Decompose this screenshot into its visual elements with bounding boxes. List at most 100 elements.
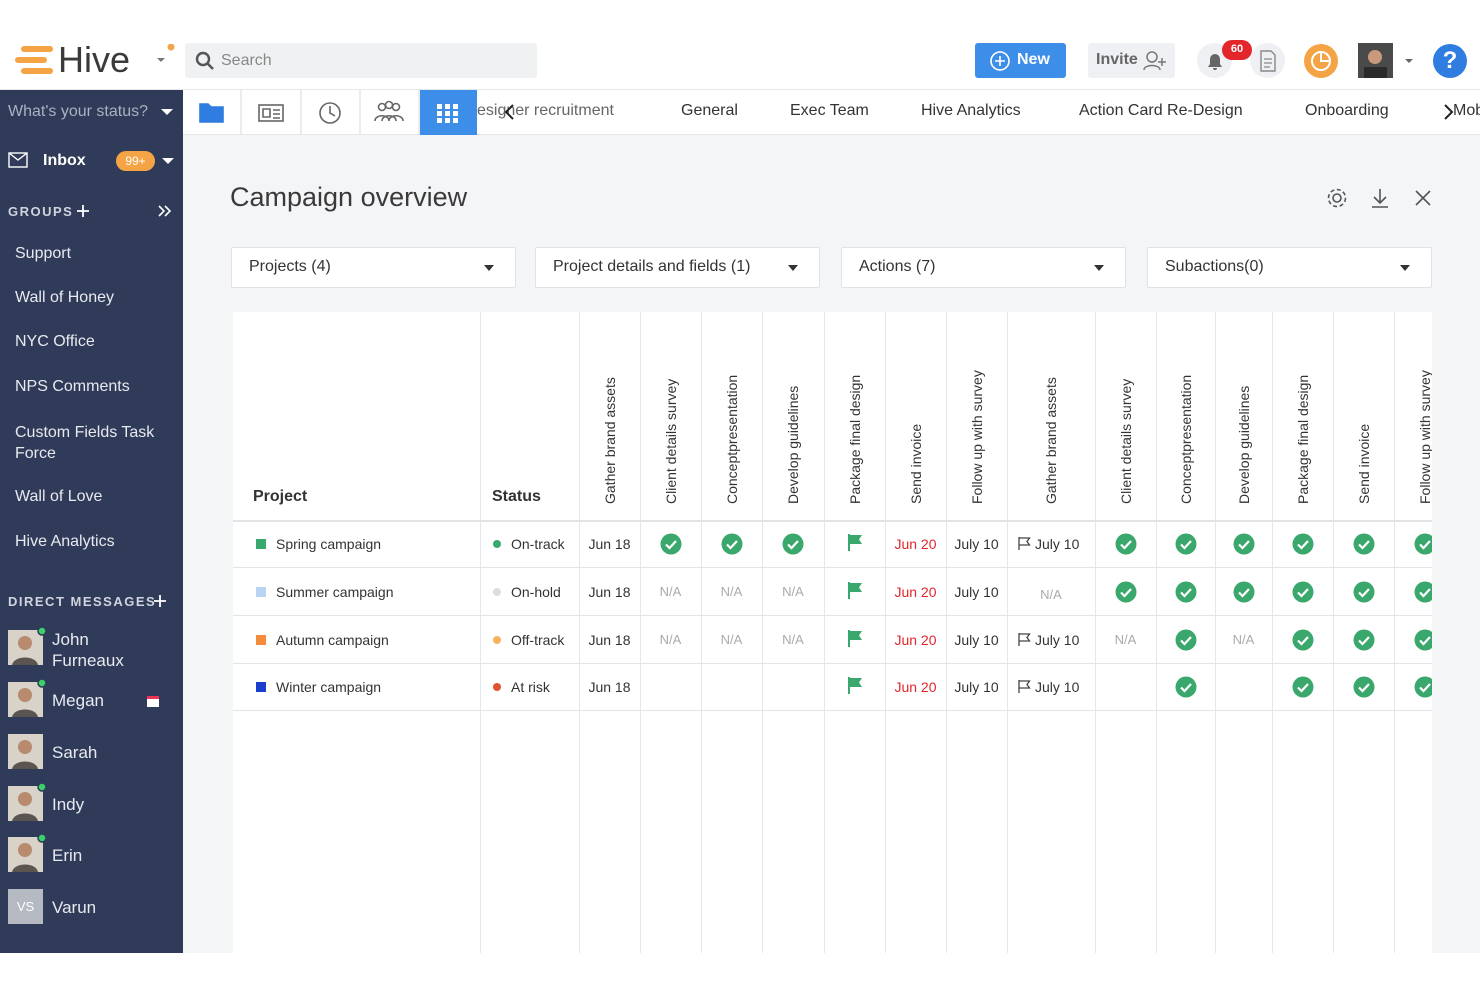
row-line [233, 520, 1432, 522]
status-dot [493, 683, 501, 691]
filter-dropdown[interactable] [1147, 247, 1432, 288]
row-line [233, 710, 1432, 711]
column-line [480, 312, 481, 953]
project-swatch [256, 635, 266, 645]
cell-text: N/A [1040, 587, 1062, 602]
header-label: Status [492, 488, 541, 505]
help-icon[interactable] [1432, 43, 1468, 79]
tab[interactable]: esigner recruitment [477, 102, 614, 119]
status-dot [493, 588, 501, 596]
inbox-caret [162, 158, 174, 164]
bell-icon [1208, 54, 1222, 70]
status-label: At risk [511, 679, 550, 695]
cell-text: Jun 20 [894, 536, 937, 552]
header-label-vertical: Send invoice [907, 423, 924, 504]
project-name[interactable]: Winter campaign [276, 679, 382, 695]
search-icon [195, 51, 214, 70]
group-item[interactable]: Wall of Honey [15, 289, 114, 306]
cell-text: Jun 18 [588, 584, 631, 600]
new-label: New [1017, 51, 1050, 68]
groups-add[interactable] [75, 203, 91, 219]
status-label: On-track [511, 536, 565, 552]
tab-bar [183, 90, 1480, 135]
dm-name[interactable]: Megan [52, 691, 104, 710]
cell-text: July 10 [1035, 536, 1080, 552]
header-label-vertical: Follow up with survey [1416, 370, 1433, 504]
header-label-vertical: Gather brand assets [1043, 377, 1059, 504]
dm-name[interactable]: Sarah [52, 743, 98, 762]
column-line [579, 312, 580, 953]
column-line [1394, 312, 1395, 953]
cell-text: N/A [720, 584, 743, 599]
status-caret [161, 109, 173, 115]
filter-dropdown[interactable] [535, 247, 820, 288]
user-avatar[interactable] [1358, 43, 1418, 79]
status-dot [493, 540, 501, 548]
new-button[interactable] [975, 43, 1066, 78]
column-line [701, 312, 702, 953]
avatar [8, 889, 43, 924]
column-line [946, 312, 947, 953]
tab[interactable]: General [681, 102, 738, 119]
tab[interactable]: Hive Analytics [921, 102, 1021, 119]
column-line [1156, 312, 1157, 953]
dm-name[interactable]: Indy [52, 795, 85, 814]
project-name[interactable]: Spring campaign [276, 536, 382, 552]
status-label: Off-track [511, 632, 565, 648]
help-label: ? [1442, 47, 1458, 74]
dm-name[interactable]: John Furneaux [52, 630, 124, 670]
cell-text: Jun 18 [588, 536, 631, 552]
header-label-vertical: Client details survey [662, 378, 679, 504]
logo-caret [157, 44, 175, 62]
project-name[interactable]: Autumn campaign [276, 632, 389, 648]
cell-text: N/A [1114, 632, 1137, 647]
inbox-label[interactable]: Inbox [43, 152, 86, 169]
project-name[interactable]: Summer campaign [276, 584, 394, 600]
row-line [233, 663, 1432, 664]
filter-label: Actions (7) [859, 258, 936, 275]
cell-text: N/A [1232, 632, 1255, 647]
group-item[interactable]: Wall of Love [15, 488, 103, 505]
tab[interactable]: Action Card Re-Design [1079, 102, 1243, 119]
header-label-vertical: Develop guidelines [785, 385, 801, 504]
doc-bg[interactable] [1250, 43, 1285, 78]
header-label-vertical: Send invoice [1355, 423, 1372, 504]
row-line [233, 567, 1432, 568]
cell-text: N/A [782, 632, 804, 647]
status-label: On-hold [511, 584, 561, 600]
cell-text: July 10 [1035, 632, 1080, 648]
status-prompt[interactable]: What's your status? [8, 103, 148, 120]
group-item[interactable]: Custom Fields Task Force [15, 424, 155, 462]
tab[interactable]: Onboarding [1305, 102, 1389, 119]
groups-heading: GROUPS [8, 204, 74, 219]
filter-dropdown[interactable] [231, 247, 516, 288]
cell-text: July 10 [954, 584, 999, 600]
groups-expand[interactable] [157, 204, 173, 218]
dm-name[interactable]: Varun [52, 898, 97, 917]
cell-text: Jun 20 [894, 632, 937, 648]
group-item[interactable]: NPS Comments [15, 378, 130, 395]
cell-text: N/A [659, 584, 682, 599]
logo-icon [15, 46, 53, 74]
tab[interactable]: Mob [1453, 102, 1480, 119]
cell-text: July 10 [954, 679, 999, 695]
tab-icons[interactable] [183, 90, 477, 135]
cell-text: Jun 18 [588, 632, 631, 648]
group-item[interactable]: NYC Office [15, 333, 95, 350]
group-item[interactable]: Support [15, 245, 72, 262]
tab[interactable]: Exec Team [790, 102, 869, 119]
project-swatch [256, 587, 266, 597]
invite-button[interactable] [1088, 43, 1175, 78]
header-label-vertical: Client details survey [1117, 378, 1134, 504]
search-placeholder: Search [221, 52, 272, 69]
filter-dropdown[interactable] [841, 247, 1126, 288]
search-box[interactable] [185, 43, 537, 78]
inbox-count: 99+ [125, 154, 146, 168]
dm-name[interactable]: Erin [52, 846, 83, 865]
dm-add[interactable] [152, 593, 168, 609]
panel-actions[interactable] [1325, 186, 1435, 212]
avatar [8, 837, 44, 873]
workspace-icon[interactable] [1303, 43, 1339, 79]
group-item[interactable]: Hive Analytics [15, 533, 115, 550]
